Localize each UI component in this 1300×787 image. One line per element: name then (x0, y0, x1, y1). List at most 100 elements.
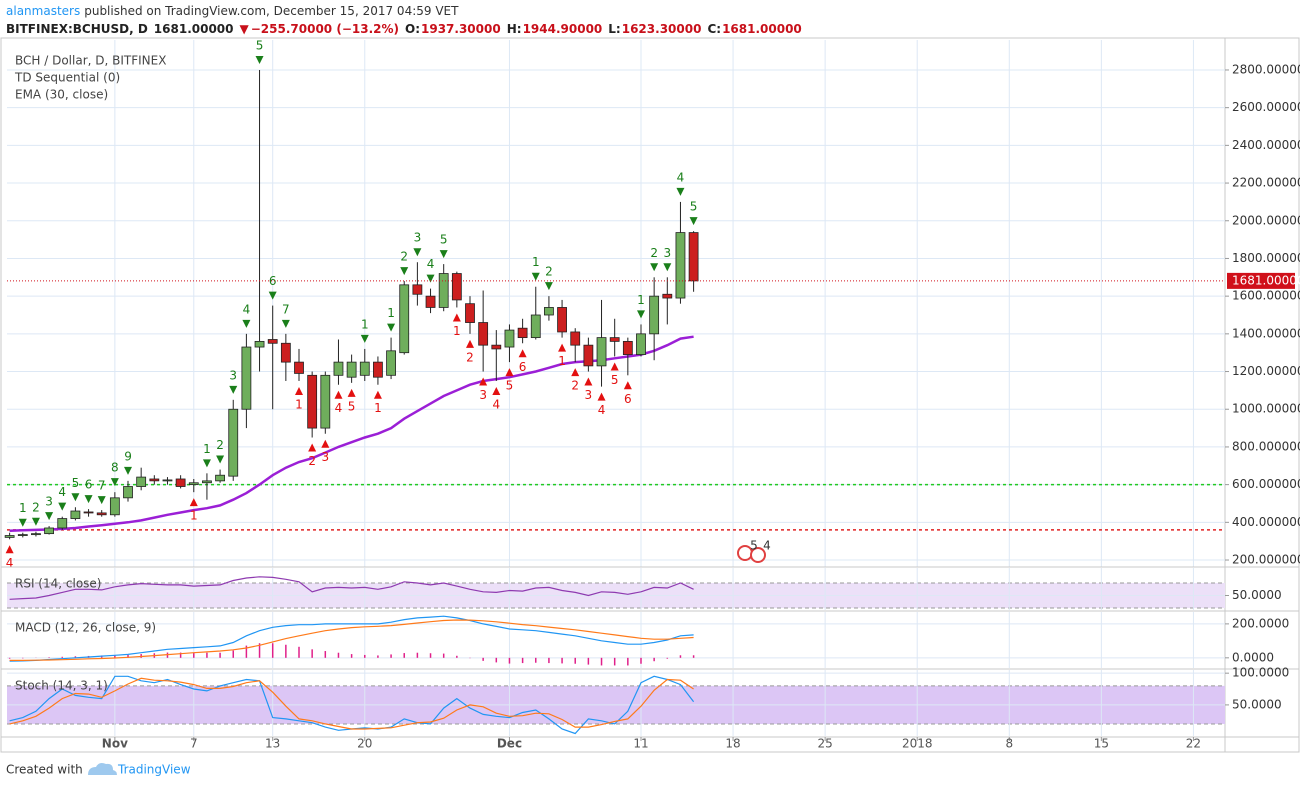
chart-title: BCH / Dollar, D, BITFINEX (15, 54, 166, 68)
candle-body (557, 307, 567, 333)
footer-brand: TradingView (117, 763, 191, 777)
candle-body (215, 474, 225, 482)
td-sell-count: 4 (677, 170, 685, 184)
candle-body (123, 486, 133, 499)
ohlc-last: 1681.00000 (154, 22, 234, 36)
td-sell-arrow (544, 282, 553, 291)
td-sell-count: 4 (58, 485, 66, 499)
legend-ema: EMA (30, close) (15, 88, 108, 102)
y-tick-label: 600.000000 (1232, 477, 1300, 491)
td-buy-count: 1 (190, 509, 198, 523)
candle-body (636, 333, 646, 355)
td-sell-arrow (650, 263, 659, 272)
x-tick-label: 18 (725, 737, 740, 751)
td-sell-count: 1 (637, 293, 645, 307)
td-buy-arrow (505, 368, 514, 377)
td-sell-arrow (636, 310, 645, 319)
x-tick-label: 2018 (902, 737, 933, 751)
td-sell-arrow (97, 496, 106, 505)
td-sell-count: 7 (282, 302, 290, 316)
td-buy-count: 1 (558, 354, 566, 368)
candle-body (175, 478, 186, 487)
indicator-line (9, 615, 694, 662)
published-info: published on TradingView.com, December 1… (84, 4, 459, 18)
td-buy-count: 2 (571, 379, 579, 393)
td-buy-arrow (347, 388, 356, 397)
candle-body (425, 295, 436, 308)
candle-body (662, 293, 673, 299)
y-tick-label: 2600.00000 (1232, 100, 1300, 114)
event-icon (750, 547, 766, 563)
td-sell-count: 5 (256, 38, 264, 52)
y-tick-label: 200.0000 (1232, 616, 1289, 630)
pane-title: Stoch (14, 3, 1) (15, 679, 108, 693)
td-sell-count: 8 (111, 461, 119, 475)
td-sell-arrow (58, 502, 67, 511)
y-tick-label: 2000.00000 (1232, 213, 1300, 227)
td-sell-count: 5 (440, 233, 448, 247)
candle-body (44, 527, 54, 535)
y-tick-label: 1200.00000 (1232, 364, 1300, 378)
candle-body (465, 303, 475, 323)
candle-body (399, 284, 410, 354)
x-tick-label: 11 (633, 737, 648, 751)
candle-body (649, 295, 660, 335)
td-sell-count: 2 (650, 246, 658, 260)
candle-body (544, 307, 554, 316)
y-tick-label: 1000.00000 (1232, 402, 1300, 416)
td-sell-count: 6 (85, 478, 93, 492)
last-price-label: 1681.00000 (1232, 273, 1300, 287)
indicator-line (9, 576, 694, 600)
td-sell-arrow (281, 319, 290, 328)
td-sell-arrow (202, 459, 211, 468)
candle-body (373, 361, 383, 378)
td-buy-count: 1 (295, 397, 303, 411)
td-sell-count: 2 (216, 438, 224, 452)
candle-body (136, 476, 147, 487)
candle-body (4, 535, 15, 538)
candle-body (622, 340, 633, 355)
header-line: alanmasters published on TradingView.com,… (6, 4, 459, 18)
candle-body (609, 337, 620, 342)
td-sell-count: 2 (32, 500, 40, 514)
event-count: 4 (763, 539, 771, 553)
candle-body (70, 510, 81, 519)
td-buy-count: 4 (598, 403, 606, 417)
td-sell-arrow (18, 518, 27, 527)
td-sell-arrow (663, 263, 672, 272)
td-sell-count: 3 (414, 231, 422, 245)
td-buy-count: 1 (374, 401, 382, 415)
y-tick-label: 800.000000 (1232, 439, 1300, 453)
td-buy-count: 3 (585, 388, 593, 402)
td-sell-count: 4 (427, 257, 435, 271)
td-sell-count: 6 (269, 274, 277, 288)
ohlc-open-label: O: (405, 22, 420, 36)
candle-body (254, 340, 265, 348)
candle-body (109, 497, 120, 516)
td-sell-arrow (689, 217, 698, 226)
ohlc-arrow: ▼ (240, 22, 250, 36)
candle-body (359, 361, 370, 376)
candle-body (188, 482, 199, 486)
candle-body (583, 344, 594, 367)
td-sell-count: 2 (545, 265, 553, 279)
candle-body (149, 478, 160, 482)
indicator-line (9, 619, 694, 661)
candle-body (280, 342, 291, 363)
td-sell-arrow (124, 466, 133, 475)
y-tick-label: 400.000000 (1232, 515, 1300, 529)
candle-body (241, 346, 252, 410)
footer-created: Created with (6, 763, 83, 777)
x-tick-label: Dec (497, 737, 522, 751)
ohlc-high-label: H: (507, 22, 522, 36)
td-buy-arrow (479, 377, 488, 386)
td-sell-count: 1 (361, 317, 369, 331)
candle-body (96, 512, 107, 516)
candle-body (688, 232, 699, 282)
y-tick-label: 50.0000 (1232, 588, 1282, 602)
candle-body (675, 232, 686, 299)
y-tick-label: 1400.00000 (1232, 326, 1300, 340)
td-buy-count: 3 (479, 388, 487, 402)
x-tick-label: 15 (1094, 737, 1109, 751)
